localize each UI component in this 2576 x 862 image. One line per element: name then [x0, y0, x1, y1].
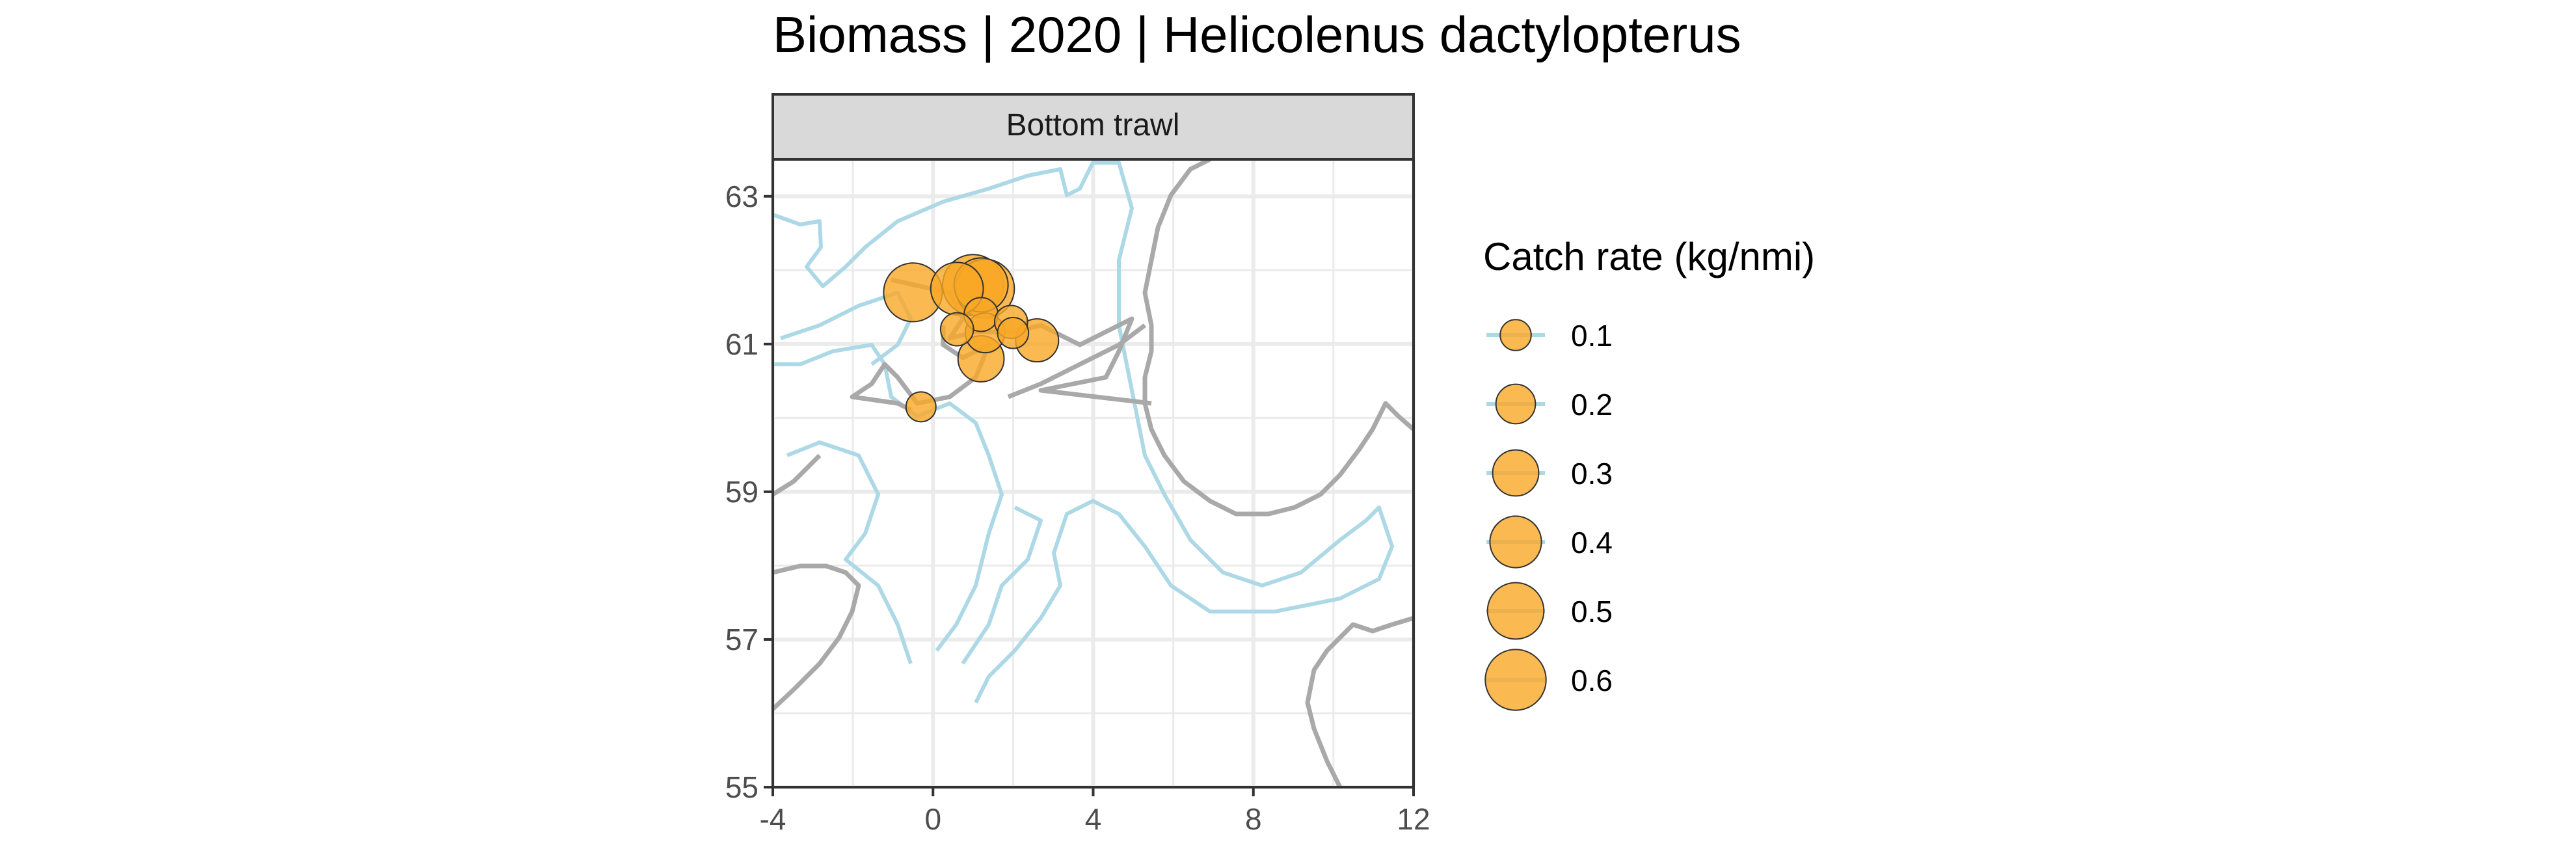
- legend-key-point: [1484, 649, 1547, 711]
- catch-point: [905, 391, 937, 423]
- depth-contour: [786, 440, 913, 664]
- legend: Catch rate (kg/nmi) 0.1 0.2 0.3 0.4 0.5 0.6: [1483, 235, 1815, 711]
- legend-key-point: [1495, 383, 1536, 425]
- facet-strip: [771, 93, 1415, 161]
- y-tick-label: 63: [725, 180, 758, 213]
- x-tick-label: 12: [1397, 802, 1430, 836]
- coastline-norway: [1142, 157, 1415, 517]
- survey-track: [1007, 323, 1147, 399]
- coastline-uk: [771, 563, 861, 711]
- y-tick-label: 59: [725, 475, 758, 509]
- legend-title: Catch rate (kg/nmi): [1483, 235, 1815, 278]
- legend-label: 0.5: [1571, 595, 1613, 628]
- legend-label: 0.2: [1571, 388, 1613, 422]
- depth-contour: [773, 343, 1004, 652]
- catch-points: [883, 254, 1060, 423]
- legend-label: 0.1: [1571, 319, 1613, 353]
- x-tick-label: 8: [1245, 802, 1262, 836]
- y-tick-label: 61: [725, 327, 758, 361]
- legend-key-point: [1499, 319, 1532, 351]
- legend-key-point: [1489, 515, 1542, 569]
- y-tick-label: 55: [725, 770, 758, 804]
- x-tick-label: 4: [1085, 802, 1102, 836]
- facet-strip-label: Bottom trawl: [1006, 108, 1180, 142]
- legend-key-point: [1492, 449, 1540, 497]
- chart-title: Biomass | 2020 | Helicolenus dactylopter…: [773, 6, 1741, 63]
- legend-label: 0.3: [1571, 457, 1613, 491]
- catch-point: [997, 316, 1030, 349]
- legend-key-point: [1486, 582, 1545, 640]
- axis-ticks: -4 0 4 8 12 55 57 59 61 63: [725, 180, 1430, 836]
- depth-contours: [771, 161, 1394, 704]
- legend-label: 0.6: [1571, 664, 1613, 697]
- catch-point: [939, 312, 974, 347]
- depth-contour: [961, 505, 1043, 665]
- x-tick-label: 0: [924, 802, 941, 836]
- depth-contour: [771, 161, 1394, 704]
- y-tick-label: 57: [725, 623, 758, 656]
- x-tick-label: -4: [760, 802, 786, 836]
- coastline-uk: [771, 453, 822, 496]
- legend-label: 0.4: [1571, 526, 1613, 559]
- coastline-denmark: [1305, 615, 1415, 788]
